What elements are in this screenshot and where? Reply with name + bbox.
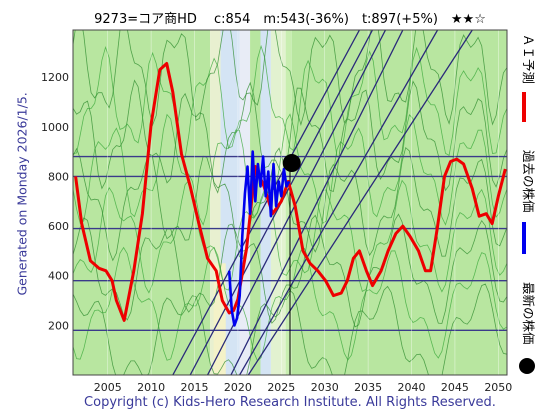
y-tick-label: 200 (48, 319, 69, 332)
past-price-line (227, 150, 291, 327)
legend-latest-label: 最新の株価 (521, 282, 536, 345)
x-tick-label: 2025 (267, 381, 295, 394)
y-tick-label: 1200 (41, 71, 69, 84)
legend-latest-swatch (519, 358, 535, 374)
envelope-line (73, 30, 507, 127)
y-tick-label: 600 (48, 220, 69, 233)
legend-forecast-label: ＡＩ予測 (521, 34, 536, 84)
legend: ＡＩ予測 過去の株価 最新の株価 (519, 34, 536, 374)
ai-forecast-line (74, 62, 507, 322)
y-tick-label: 800 (48, 170, 69, 183)
x-tick-label: 2010 (137, 381, 165, 394)
x-tick-label: 2020 (224, 381, 252, 394)
x-tick-label: 2040 (398, 381, 426, 394)
trend-line (239, 30, 439, 375)
legend-latest-price: 最新の株価 (519, 282, 536, 374)
x-tick-label: 2005 (94, 381, 122, 394)
envelope-line (73, 79, 507, 194)
legend-ai-forecast: ＡＩ予測 (521, 34, 536, 122)
background-band (270, 30, 286, 375)
background-band (210, 30, 221, 375)
copyright-notice: Copyright (c) Kids-Hero Research Institu… (84, 395, 496, 410)
y-tick-label: 400 (48, 270, 69, 283)
series-group (74, 62, 507, 327)
y-tick-label: 1000 (41, 121, 69, 134)
trend-line (230, 30, 404, 375)
envelope-line (73, 44, 507, 159)
x-tick-label: 2035 (354, 381, 382, 394)
legend-past-label: 過去の株価 (521, 150, 536, 213)
latest-price-marker (282, 154, 301, 173)
axis-labels: 2005 2010 2015 2020 2025 2030 2035 2040 2045 2050… (41, 71, 512, 394)
chart-title: 9273=コア商HD c:854 m:543(-36%) t:897(+5%) … (94, 12, 486, 27)
x-tick-label: 2050 (484, 381, 512, 394)
x-tick-label: 2030 (311, 381, 339, 394)
trend-line (247, 30, 473, 375)
x-tick-label: 2045 (441, 381, 469, 394)
legend-past-price: 過去の株価 (521, 150, 536, 254)
background-band (73, 30, 211, 375)
plot-frame (72, 29, 508, 376)
x-tick-label: 2015 (181, 381, 209, 394)
trend-line (172, 30, 361, 375)
